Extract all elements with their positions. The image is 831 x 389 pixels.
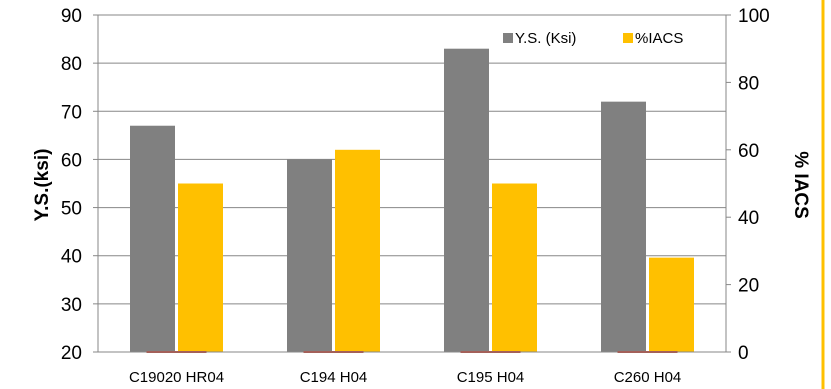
bar-iacs-4: [649, 257, 694, 352]
right-axis-title: % IACS: [790, 151, 811, 219]
left-tick-label: 90: [61, 6, 82, 27]
legend-swatch: [503, 33, 513, 43]
category-labels: C19020 HR04 C194 H04 C195 H04 C260 H04: [129, 369, 681, 386]
category-label: C19020 HR04: [129, 369, 224, 386]
left-tick-label: 80: [61, 54, 82, 75]
left-axis-title: Y.S.(ksi): [32, 149, 53, 222]
bar-iacs-1: [178, 183, 223, 352]
bar-ys-3: [444, 48, 489, 352]
legend-swatch: [623, 33, 633, 43]
left-axis-ticks: 20 30 40 50 60 70 80 90: [61, 6, 98, 364]
bar-iacs-3: [492, 183, 537, 352]
category-label: C194 H04: [300, 369, 368, 386]
right-tick-label: 20: [738, 276, 759, 297]
bar-ys-1: [130, 125, 175, 352]
legend-label: %IACS: [635, 30, 683, 47]
left-tick-label: 50: [61, 199, 82, 220]
right-tick-label: 80: [738, 73, 759, 94]
legend-label: Y.S. (Ksi): [515, 30, 576, 47]
left-tick-label: 60: [61, 150, 82, 171]
right-axis-ticks: 0 20 40 60 80 100: [726, 6, 770, 364]
legend: Y.S. (Ksi) %IACS: [503, 30, 683, 47]
right-tick-label: 100: [738, 6, 770, 27]
bar-ys-2: [287, 159, 332, 352]
category-label: C260 H04: [614, 369, 682, 386]
category-label: C195 H04: [457, 369, 525, 386]
bars: [130, 48, 694, 353]
right-tick-label: 40: [738, 208, 759, 229]
left-tick-label: 30: [61, 295, 82, 316]
bar-iacs-2: [335, 149, 380, 352]
right-tick-label: 0: [738, 343, 749, 364]
left-tick-label: 70: [61, 102, 82, 123]
left-tick-label: 20: [61, 343, 82, 364]
bar-ys-4: [601, 101, 646, 353]
right-tick-label: 60: [738, 141, 759, 162]
left-tick-label: 40: [61, 247, 82, 268]
